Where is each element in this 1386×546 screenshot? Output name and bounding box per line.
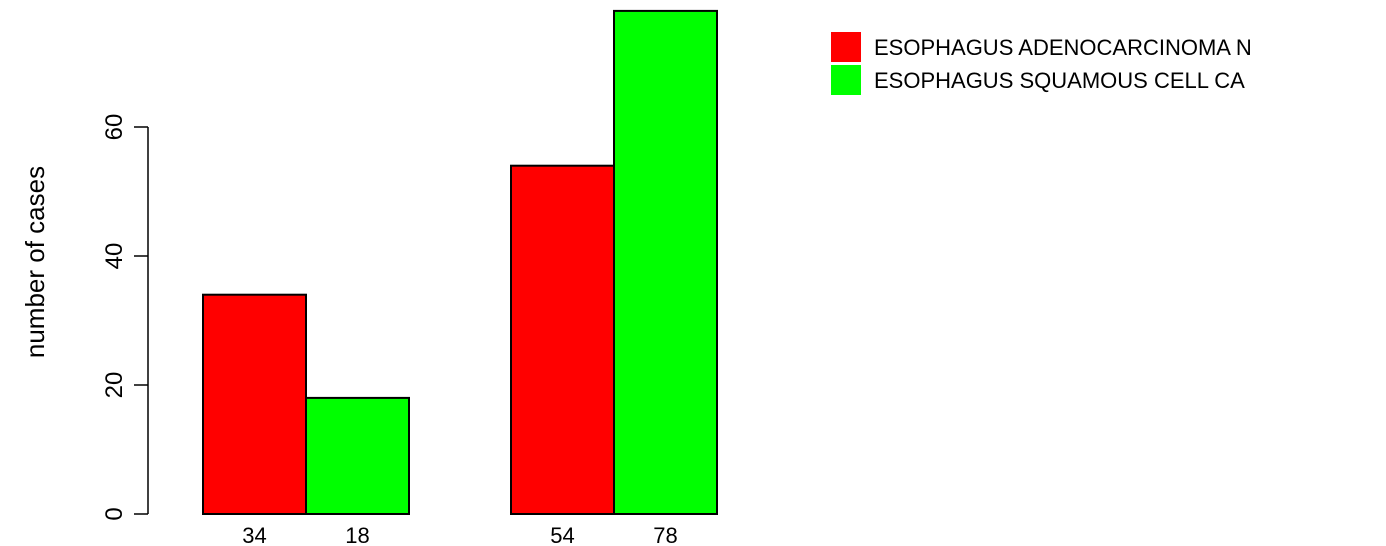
bars: 34 18 54 78 [202,9,718,546]
bar-2-2 [613,9,718,516]
y-tick-label: 60 [101,114,128,141]
bar-1-2 [305,396,410,515]
y-tick-label: 20 [101,372,128,399]
legend-swatch [831,65,861,95]
bar-label: 34 [242,523,266,546]
y-axis: 0 20 40 60 [101,114,149,521]
y-axis-title: number of cases [20,166,50,358]
bar-2-1 [510,164,615,515]
legend-swatch [831,32,861,62]
legend-label: ESOPHAGUS SQUAMOUS CELL CA [874,68,1245,93]
legend-label: ESOPHAGUS ADENOCARCINOMA N [874,35,1252,60]
bar-1-1 [202,293,307,516]
bar-label: 54 [550,523,574,546]
legend: ESOPHAGUS ADENOCARCINOMA N ESOPHAGUS SQUA… [831,32,1252,95]
bar-label: 78 [653,523,677,546]
y-tick-label: 40 [101,243,128,270]
y-tick-label: 0 [101,507,128,520]
bar-label: 18 [345,523,369,546]
